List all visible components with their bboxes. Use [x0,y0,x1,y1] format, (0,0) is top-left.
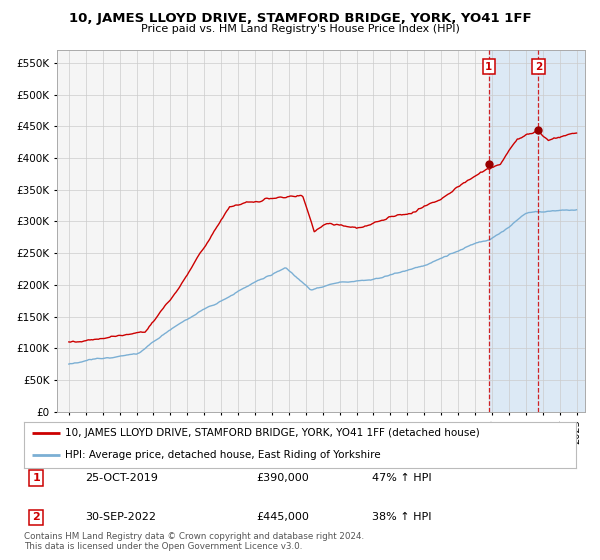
Text: Price paid vs. HM Land Registry's House Price Index (HPI): Price paid vs. HM Land Registry's House … [140,24,460,34]
Text: 47% ↑ HPI: 47% ↑ HPI [372,473,431,483]
Text: 25-OCT-2019: 25-OCT-2019 [85,473,158,483]
Text: 1: 1 [485,62,493,72]
Text: 30-SEP-2022: 30-SEP-2022 [85,512,156,522]
Text: Contains HM Land Registry data © Crown copyright and database right 2024.
This d: Contains HM Land Registry data © Crown c… [24,532,364,552]
Bar [489,50,585,412]
Text: £445,000: £445,000 [256,512,309,522]
Text: £390,000: £390,000 [256,473,308,483]
Text: 1: 1 [32,473,40,483]
Text: 2: 2 [32,512,40,522]
Text: 38% ↑ HPI: 38% ↑ HPI [372,512,431,522]
Text: 10, JAMES LLOYD DRIVE, STAMFORD BRIDGE, YORK, YO41 1FF: 10, JAMES LLOYD DRIVE, STAMFORD BRIDGE, … [68,12,532,25]
Text: 10, JAMES LLOYD DRIVE, STAMFORD BRIDGE, YORK, YO41 1FF (detached house): 10, JAMES LLOYD DRIVE, STAMFORD BRIDGE, … [65,428,480,438]
Text: 2: 2 [535,62,542,72]
Text: HPI: Average price, detached house, East Riding of Yorkshire: HPI: Average price, detached house, East… [65,450,381,460]
